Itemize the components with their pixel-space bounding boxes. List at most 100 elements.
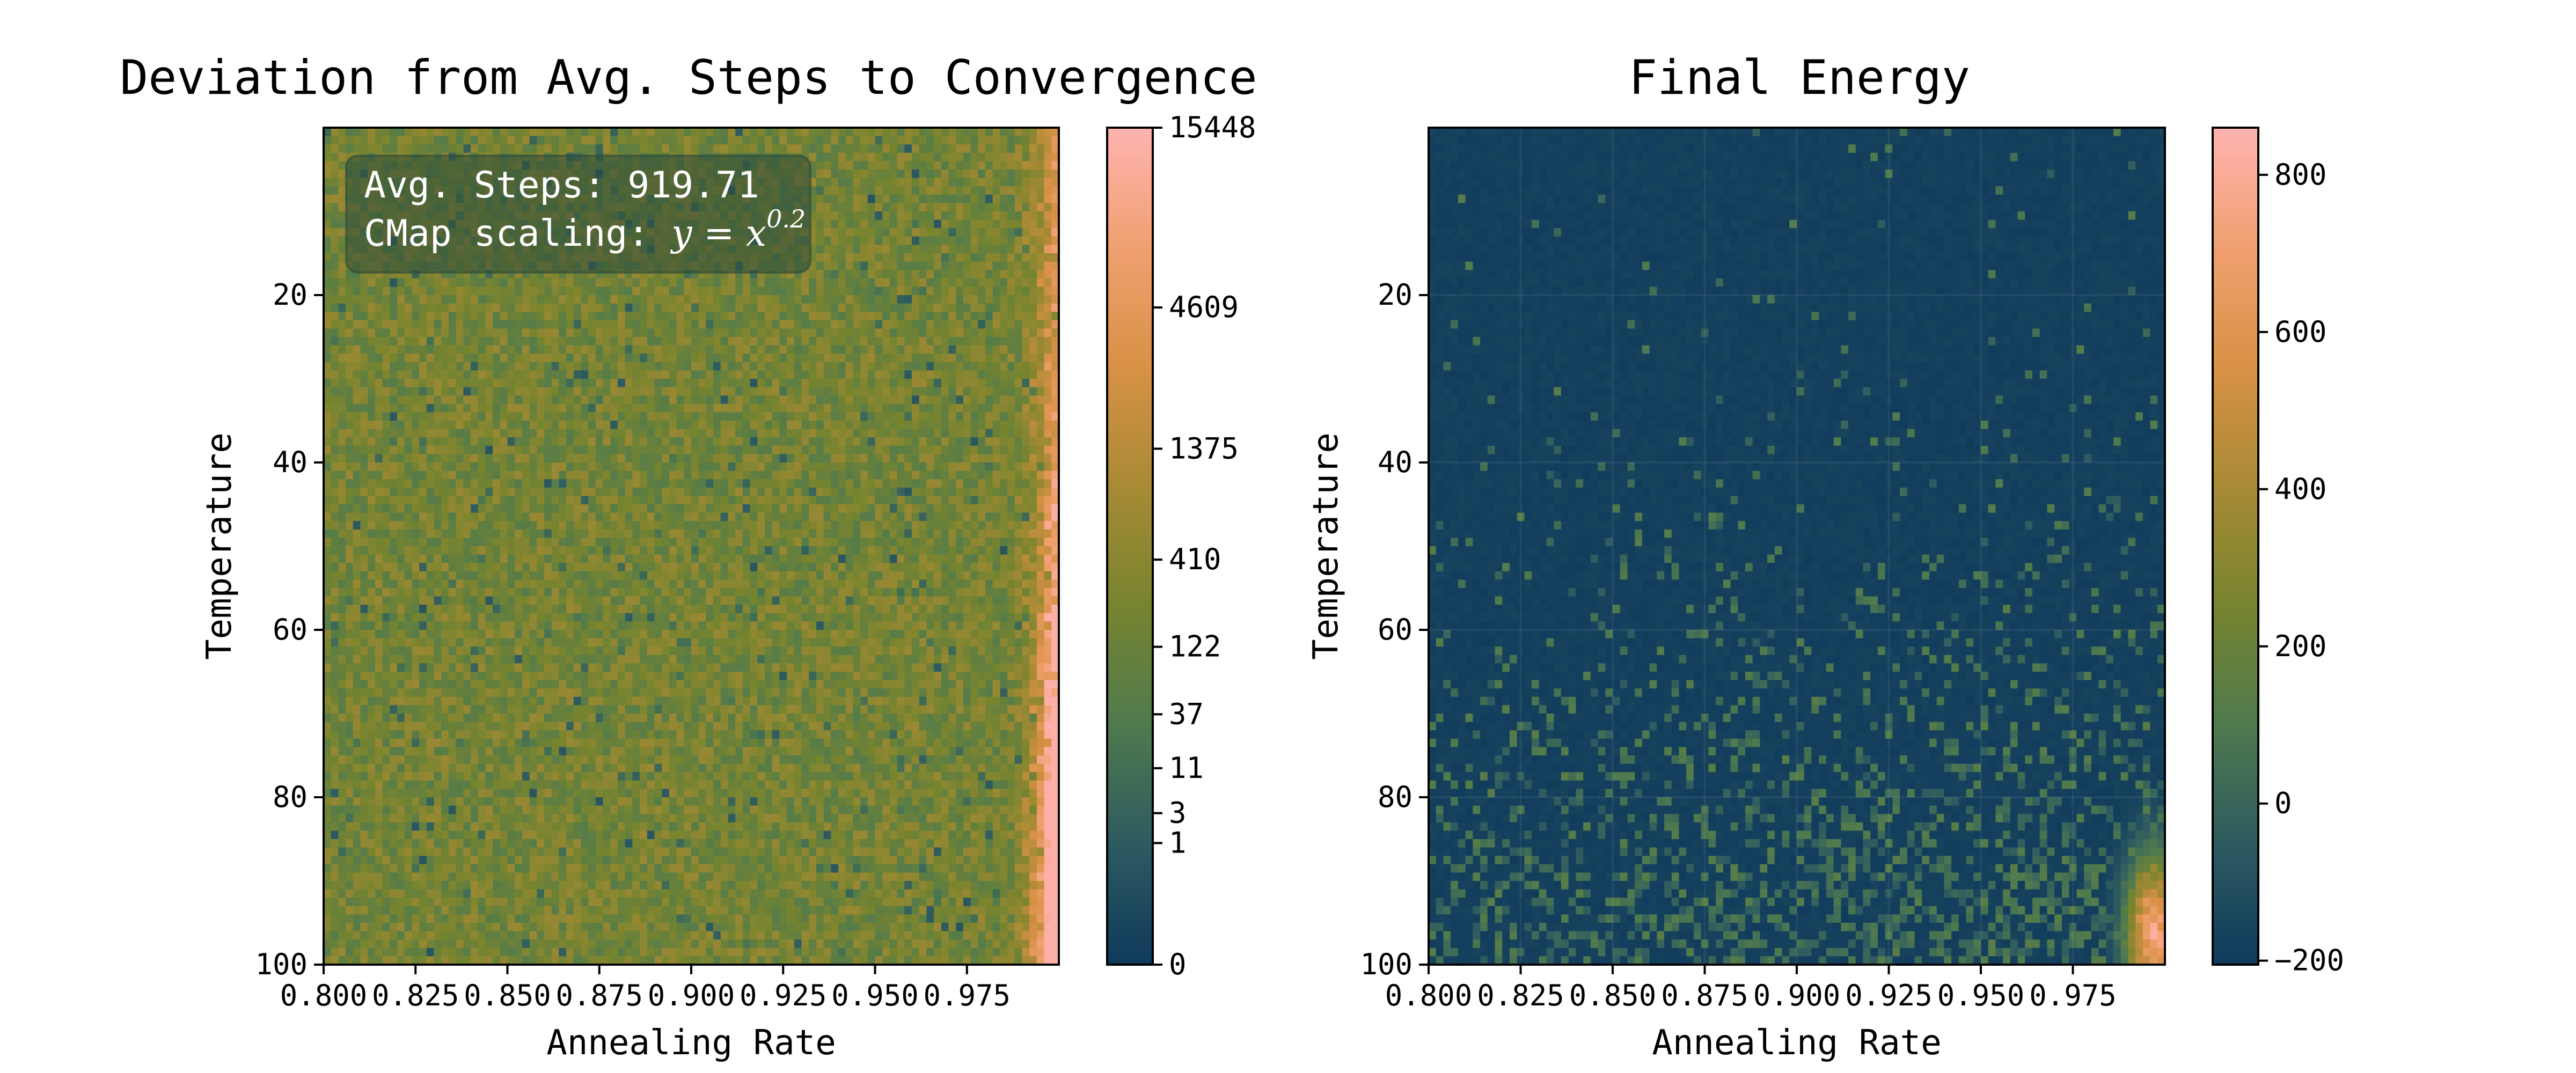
- heatmap-cell: [493, 412, 501, 421]
- heatmap-cell: [485, 128, 493, 137]
- heatmap-cell: [603, 320, 611, 329]
- heatmap-cell: [735, 362, 743, 371]
- heatmap-cell: [713, 136, 721, 145]
- heatmap-cell: [632, 487, 640, 496]
- heatmap-cell: [507, 403, 515, 413]
- heatmap-cell: [1051, 136, 1059, 145]
- heatmap-cell: [654, 370, 662, 379]
- heatmap-cell: [368, 362, 376, 371]
- heatmap-cell: [603, 504, 611, 513]
- heatmap-cell: [522, 128, 530, 137]
- heatmap-cell: [448, 403, 457, 413]
- heatmap-cell: [382, 496, 390, 505]
- heatmap-cell: [559, 462, 567, 472]
- heatmap-cell: [750, 454, 758, 463]
- heatmap-cell: [1000, 512, 1008, 521]
- heatmap-cell: [618, 462, 626, 472]
- heatmap-cell: [529, 337, 537, 346]
- heatmap-cell: [640, 529, 648, 538]
- heatmap-cell: [426, 412, 435, 421]
- heatmap-cell: [941, 454, 949, 463]
- heatmap-cell: [456, 286, 464, 296]
- heatmap-cell: [368, 379, 376, 388]
- heatmap-cell: [809, 521, 817, 530]
- heatmap-cell: [713, 128, 721, 137]
- heatmap-cell: [956, 219, 964, 229]
- heatmap-cell: [691, 454, 699, 463]
- heatmap-cell: [1014, 370, 1023, 379]
- heatmap-cell: [338, 328, 346, 337]
- heatmap-cell: [632, 479, 640, 488]
- heatmap-cell: [1007, 437, 1015, 446]
- heatmap-cell: [382, 286, 390, 296]
- heatmap-cell: [823, 462, 831, 472]
- heatmap-cell: [860, 261, 868, 270]
- heatmap-cell: [963, 144, 971, 153]
- heatmap-cell: [889, 328, 898, 337]
- heatmap-cell: [471, 295, 479, 304]
- heatmap-cell: [404, 437, 412, 446]
- heatmap-cell: [1014, 328, 1023, 337]
- heatmap-cell: [831, 387, 839, 396]
- heatmap-cell: [456, 412, 464, 421]
- heatmap-cell: [610, 278, 618, 287]
- heatmap-cell: [794, 421, 802, 430]
- heatmap-cell: [1044, 421, 1052, 430]
- heatmap-cell: [720, 144, 729, 153]
- heatmap-cell: [412, 387, 420, 396]
- heatmap-cell: [845, 437, 853, 446]
- heatmap-cell: [669, 445, 677, 454]
- heatmap-cell: [750, 504, 758, 513]
- heatmap-cell: [728, 487, 736, 496]
- heatmap-cell: [331, 479, 339, 488]
- heatmap-cell: [845, 412, 853, 421]
- heatmap-cell: [368, 403, 376, 413]
- heatmap-cell: [551, 362, 559, 371]
- heatmap-cell: [559, 429, 567, 438]
- heatmap-cell: [845, 403, 853, 413]
- heatmap-cell: [919, 496, 927, 505]
- heatmap-cell: [360, 320, 368, 329]
- heatmap-cell: [640, 395, 648, 405]
- heatmap-cell: [853, 270, 861, 279]
- heatmap-cell: [522, 445, 530, 454]
- heatmap-cell: [941, 429, 949, 438]
- heatmap-cell: [662, 395, 670, 405]
- heatmap-cell: [823, 479, 831, 488]
- heatmap-cell: [787, 437, 795, 446]
- heatmap-cell: [956, 328, 964, 337]
- heatmap-cell: [588, 454, 596, 463]
- heatmap-cell: [735, 496, 743, 505]
- heatmap-cell: [750, 345, 758, 354]
- heatmap-cell: [500, 445, 508, 454]
- heatmap-cell: [1036, 337, 1045, 346]
- heatmap-cell: [934, 161, 942, 170]
- heatmap-cell: [992, 471, 1000, 480]
- heatmap-cell: [566, 529, 574, 538]
- heatmap-cell: [919, 362, 927, 371]
- heatmap-cell: [875, 328, 883, 337]
- heatmap-cell: [956, 387, 964, 396]
- heatmap-cell: [713, 487, 721, 496]
- heatmap-cell: [742, 487, 751, 496]
- heatmap-cell: [1000, 312, 1008, 321]
- heatmap-cell: [331, 211, 339, 221]
- heatmap-cell: [875, 219, 883, 229]
- heatmap-cell: [904, 136, 912, 145]
- heatmap-cell: [463, 479, 471, 488]
- heatmap-cell: [1044, 504, 1052, 513]
- heatmap-cell: [904, 387, 912, 396]
- heatmap-cell: [779, 437, 787, 446]
- heatmap-cell: [397, 395, 405, 405]
- heatmap-cell: [970, 529, 978, 538]
- heatmap-cell: [353, 354, 361, 363]
- heatmap-cell: [720, 412, 729, 421]
- heatmap-cell: [750, 471, 758, 480]
- heatmap-cell: [559, 421, 567, 430]
- heatmap-cell: [1022, 161, 1030, 170]
- heatmap-cell: [1051, 161, 1059, 170]
- heatmap-cell: [985, 245, 993, 254]
- heatmap-cell: [640, 471, 648, 480]
- heatmap-cell: [1044, 170, 1052, 179]
